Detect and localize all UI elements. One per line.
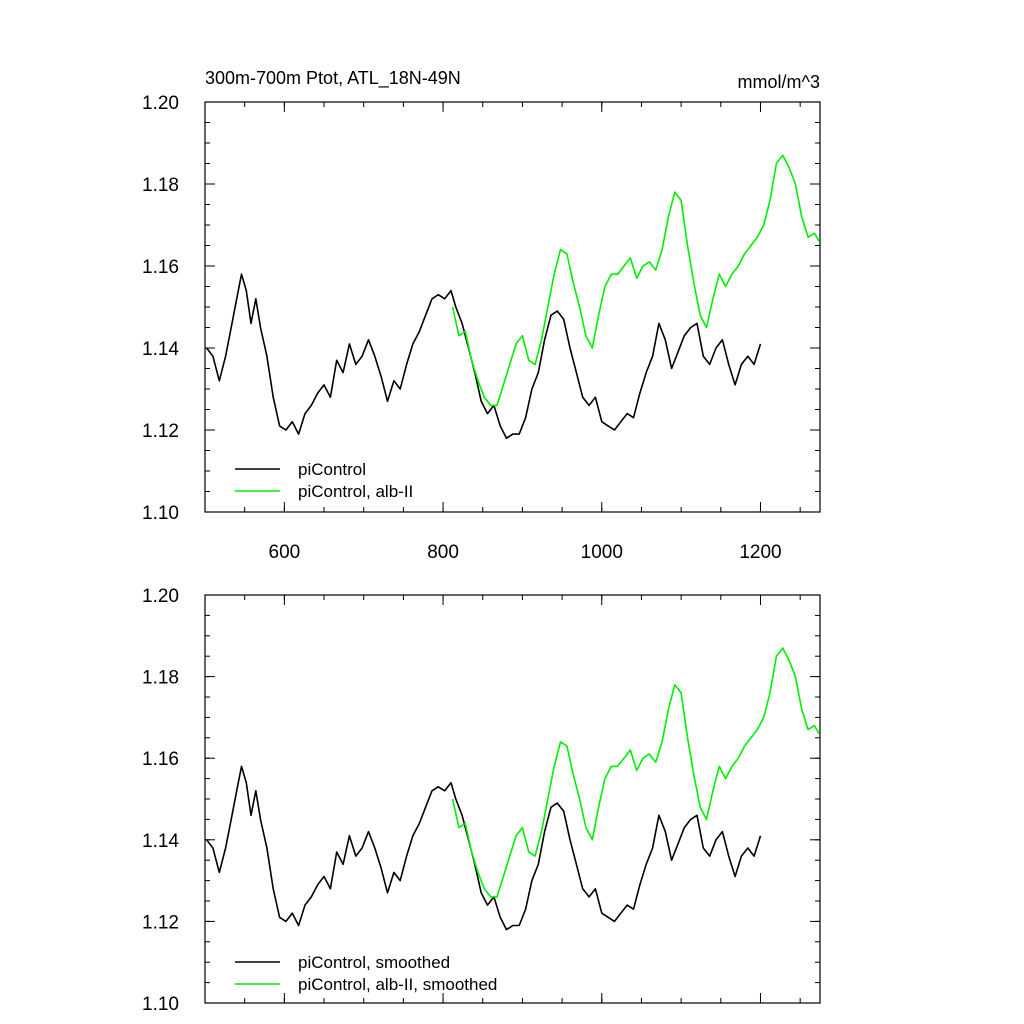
x-tick-label: 600 bbox=[269, 542, 301, 563]
plot-frame bbox=[204, 594, 821, 1004]
chart-title: 300m-700m Ptot, ATL_18N-49N bbox=[205, 68, 461, 89]
y-tick-label: 1.16 bbox=[142, 257, 179, 278]
y-tick-label: 1.18 bbox=[142, 668, 179, 689]
legend: piControl piControl, alb-II bbox=[235, 460, 413, 501]
series-line-0 bbox=[205, 765, 762, 931]
series-line-1 bbox=[451, 647, 820, 898]
y-tick-label: 1.10 bbox=[142, 503, 179, 524]
x-tick-label: 800 bbox=[427, 542, 459, 563]
y-tick-label: 1.16 bbox=[142, 749, 179, 770]
axis-ticks: 1.10 1.12 1.14 1.16 1.18 1.20 600 800 1000 1200 bbox=[142, 93, 820, 563]
axis-ticks: 1.10 1.12 1.14 1.16 1.18 1.20 bbox=[142, 586, 820, 1015]
x-tick-label: 1200 bbox=[739, 542, 781, 563]
plot-frame bbox=[204, 101, 821, 513]
series-line-0 bbox=[205, 273, 762, 440]
x-tick-label: 1000 bbox=[581, 542, 623, 563]
series-layer bbox=[205, 647, 820, 931]
legend-label-albII-smoothed: piControl, alb-II, smoothed bbox=[298, 975, 497, 994]
bottom-panel: 1.10 1.12 1.14 1.16 1.18 1.20 piControl, smoo… bbox=[142, 586, 821, 1015]
units-label: mmol/m^3 bbox=[738, 72, 820, 92]
y-tick-label: 1.20 bbox=[142, 93, 179, 114]
legend-label-piControl-smoothed: piControl, smoothed bbox=[298, 953, 450, 972]
y-tick-label: 1.14 bbox=[142, 339, 179, 360]
top-panel: 300m-700m Ptot, ATL_18N-49N mmol/m^3 1.1… bbox=[142, 68, 821, 563]
legend-label-albII: piControl, alb-II bbox=[298, 482, 413, 501]
series-layer bbox=[205, 154, 820, 440]
legend-label-piControl: piControl bbox=[298, 460, 366, 479]
y-tick-label: 1.18 bbox=[142, 175, 179, 196]
y-tick-label: 1.10 bbox=[142, 994, 179, 1015]
y-tick-label: 1.20 bbox=[142, 586, 179, 607]
y-tick-label: 1.12 bbox=[142, 421, 179, 442]
y-tick-label: 1.14 bbox=[142, 831, 179, 852]
legend: piControl, smoothed piControl, alb-II, s… bbox=[235, 953, 497, 994]
y-tick-label: 1.12 bbox=[142, 912, 179, 933]
series-line-1 bbox=[451, 154, 820, 407]
